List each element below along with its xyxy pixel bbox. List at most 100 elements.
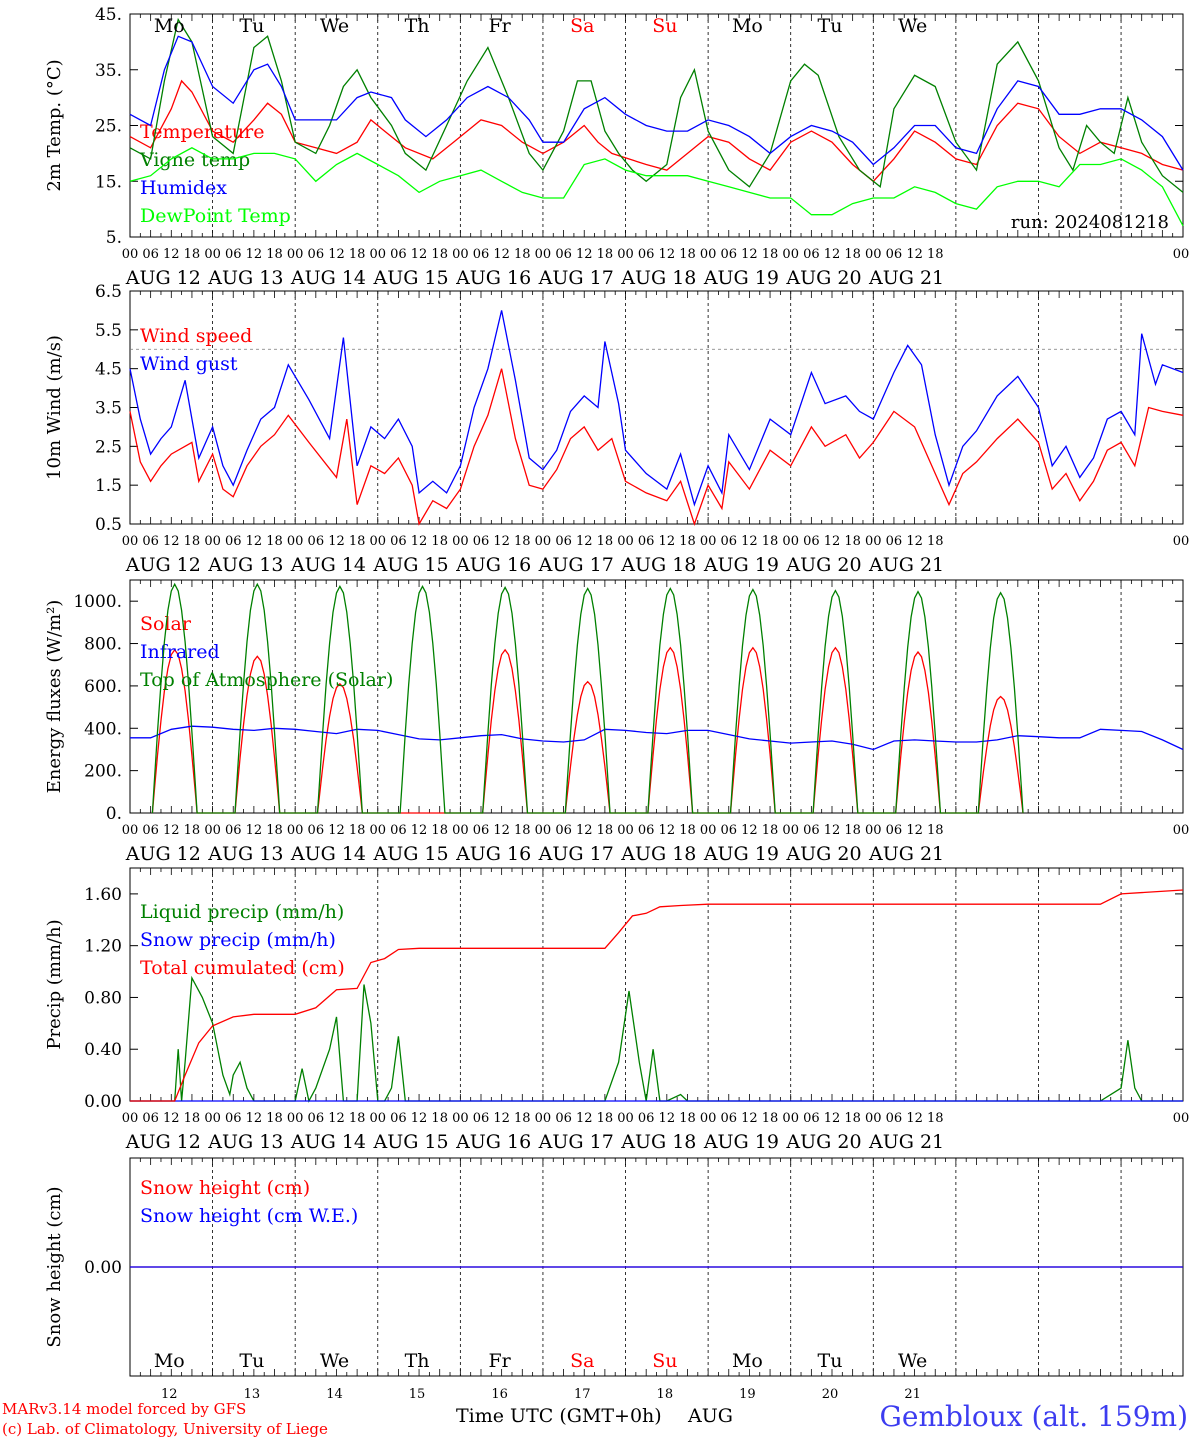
hour-tick-label: 18: [431, 247, 448, 262]
day-number-label: 13: [244, 1387, 261, 1402]
y-tick-label: 1.5: [95, 476, 122, 496]
y-tick-label: 1.60: [84, 885, 122, 905]
y-axis-label: Precip (mm/h): [44, 919, 65, 1049]
y-tick-label: 6.5: [95, 282, 122, 302]
hour-tick-label: 00: [865, 247, 882, 262]
date-label: AUG 18: [620, 843, 696, 865]
y-tick-label: 45.: [95, 5, 122, 25]
date-label: AUG 18: [620, 267, 696, 289]
hour-tick-label: 06: [142, 823, 159, 838]
hour-tick-label: 18: [514, 247, 531, 262]
date-label: AUG 19: [703, 267, 779, 289]
hour-tick-label: 00: [700, 823, 717, 838]
weekday-label: Tu: [239, 1350, 264, 1372]
date-label: AUG 13: [207, 843, 283, 865]
weekday-label: We: [898, 1350, 927, 1372]
hour-tick-label: 18: [927, 534, 944, 549]
hour-tick-label: 18: [927, 1111, 944, 1126]
series-line-liquid-precip-mm-h-: [130, 975, 1183, 1103]
legend-entry: Liquid precip (mm/h): [140, 901, 344, 923]
x-axis-title: Time UTC (GMT+0h): [456, 1405, 662, 1427]
y-tick-label: 35.: [95, 61, 122, 81]
day-number-label: 14: [326, 1387, 343, 1402]
date-label: AUG 21: [868, 843, 944, 865]
hour-tick-label: 00: [1173, 534, 1190, 549]
date-label: AUG 19: [703, 843, 779, 865]
date-label: AUG 21: [868, 1131, 944, 1153]
hour-tick-label: 18: [679, 247, 696, 262]
hour-tick-label: 06: [886, 1111, 903, 1126]
hour-tick-label: 12: [493, 1111, 510, 1126]
hour-tick-label: 12: [659, 823, 676, 838]
hour-tick-label: 12: [163, 1111, 180, 1126]
hour-tick-label: 06: [225, 534, 242, 549]
hour-tick-label: 18: [597, 534, 614, 549]
hour-tick-label: 00: [617, 823, 634, 838]
hour-tick-label: 12: [824, 247, 841, 262]
hour-tick-label: 18: [514, 1111, 531, 1126]
date-label: AUG 21: [868, 554, 944, 576]
day-number-label: 20: [822, 1387, 839, 1402]
hour-tick-label: 06: [308, 1111, 325, 1126]
hour-tick-label: 12: [328, 534, 345, 549]
series-line-humidex: [129, 35, 1184, 171]
y-tick-label: 5.5: [95, 321, 122, 341]
date-label: AUG 18: [620, 554, 696, 576]
hour-tick-label: 00: [369, 823, 386, 838]
date-label: AUG 13: [207, 1131, 283, 1153]
hour-tick-label: 00: [700, 247, 717, 262]
hour-tick-label: 12: [741, 1111, 758, 1126]
date-label: AUG 17: [538, 554, 614, 576]
hour-tick-label: 00: [369, 1111, 386, 1126]
weekday-label: Tu: [818, 1350, 843, 1372]
hour-tick-label: 06: [142, 247, 159, 262]
hour-tick-label: 06: [886, 823, 903, 838]
hour-tick-label: 12: [246, 823, 263, 838]
date-label: AUG 21: [868, 267, 944, 289]
hour-tick-label: 12: [576, 534, 593, 549]
x-axis-month: AUG: [688, 1405, 733, 1427]
y-tick-label: 200.: [84, 762, 122, 782]
day-number-label: 21: [904, 1387, 921, 1402]
weekday-label: We: [320, 1350, 349, 1372]
hour-tick-label: 00: [865, 534, 882, 549]
date-label: AUG 15: [372, 843, 448, 865]
date-label: AUG 14: [290, 554, 366, 576]
hour-tick-label: 12: [411, 534, 428, 549]
hour-tick-label: 00: [865, 823, 882, 838]
hour-tick-label: 18: [679, 1111, 696, 1126]
hour-tick-label: 12: [906, 247, 923, 262]
hour-tick-label: 12: [659, 534, 676, 549]
y-tick-label: 0.80: [84, 988, 122, 1008]
hour-tick-label: 12: [576, 1111, 593, 1126]
legend-entry: Infrared: [140, 641, 220, 663]
series-line-total-cumulated-cm-: [130, 889, 1184, 1102]
y-tick-label: 0.: [106, 804, 122, 824]
hour-tick-label: 12: [493, 823, 510, 838]
hour-tick-label: 12: [328, 247, 345, 262]
y-tick-label: 400.: [84, 719, 122, 739]
hour-tick-label: 00: [122, 534, 139, 549]
panel-frame-2: [129, 290, 1184, 525]
hour-tick-label: 18: [679, 534, 696, 549]
hour-tick-label: 06: [142, 534, 159, 549]
hour-tick-label: 06: [886, 534, 903, 549]
hour-tick-label: 12: [411, 823, 428, 838]
hour-tick-label: 00: [617, 1111, 634, 1126]
hour-tick-label: 06: [473, 534, 490, 549]
hour-tick-label: 18: [927, 247, 944, 262]
day-number-label: 16: [491, 1387, 508, 1402]
hour-tick-label: 18: [762, 534, 779, 549]
hour-tick-label: 12: [659, 247, 676, 262]
y-tick-label: 5.: [106, 228, 122, 248]
hour-tick-label: 06: [390, 823, 407, 838]
hour-tick-label: 00: [535, 1111, 552, 1126]
hour-tick-label: 18: [844, 823, 861, 838]
weekday-label: Fr: [489, 15, 512, 37]
date-label: AUG 14: [290, 843, 366, 865]
date-label: AUG 12: [125, 843, 201, 865]
hour-tick-label: 18: [349, 247, 366, 262]
hour-tick-label: 12: [824, 534, 841, 549]
hour-tick-label: 18: [184, 823, 201, 838]
